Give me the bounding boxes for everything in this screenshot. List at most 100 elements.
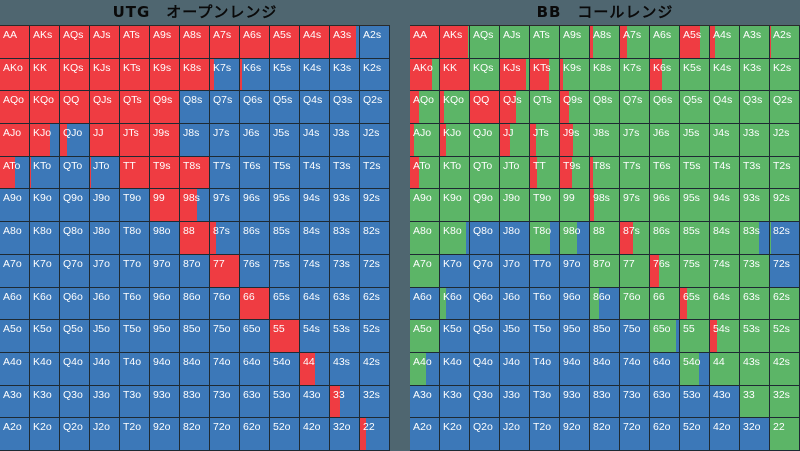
bb-hand-cell-85o[interactable]: 85o (590, 320, 620, 353)
bb-hand-cell-43s[interactable]: 43s (740, 352, 770, 386)
bb-hand-cell-A6o[interactable]: A6o (410, 287, 440, 321)
utg-hand-cell-96s[interactable]: 96s (240, 189, 270, 223)
utg-hand-cell-J3o[interactable]: J3o (90, 385, 120, 419)
bb-hand-cell-K5o[interactable]: K5o (440, 320, 470, 353)
bb-hand-cell-A9s[interactable]: A9s (560, 26, 590, 59)
utg-hand-cell-Q3s[interactable]: Q3s (330, 91, 360, 125)
bb-hand-cell-52o[interactable]: 52o (680, 418, 710, 451)
utg-hand-cell-KJo[interactable]: KJo (30, 124, 60, 157)
bb-hand-cell-QTs[interactable]: QTs (530, 91, 560, 125)
utg-hand-cell-T8s[interactable]: T8s (180, 156, 210, 190)
utg-hand-cell-J4s[interactable]: J4s (300, 124, 330, 157)
bb-hand-cell-33[interactable]: 33 (740, 385, 770, 419)
utg-hand-cell-T4o[interactable]: T4o (120, 352, 150, 386)
bb-hand-cell-K5s[interactable]: K5s (680, 58, 710, 92)
bb-hand-cell-Q7s[interactable]: Q7s (620, 91, 650, 125)
utg-hand-cell-Q2o[interactable]: Q2o (60, 418, 90, 451)
utg-hand-cell-K7o[interactable]: K7o (30, 254, 60, 288)
utg-hand-cell-J9o[interactable]: J9o (90, 189, 120, 223)
utg-hand-cell-AJs[interactable]: AJs (90, 26, 120, 59)
utg-hand-cell-65o[interactable]: 65o (240, 320, 270, 353)
bb-hand-cell-T9o[interactable]: T9o (530, 189, 560, 223)
bb-hand-cell-43o[interactable]: 43o (710, 385, 740, 419)
bb-hand-cell-97o[interactable]: 97o (560, 254, 590, 288)
bb-hand-cell-83s[interactable]: 83s (740, 222, 770, 255)
utg-hand-cell-33[interactable]: 33 (330, 385, 360, 419)
utg-hand-cell-43s[interactable]: 43s (330, 352, 360, 386)
utg-hand-cell-A9s[interactable]: A9s (150, 26, 180, 59)
bb-hand-cell-Q3o[interactable]: Q3o (470, 385, 500, 419)
utg-hand-cell-A2o[interactable]: A2o (0, 418, 30, 451)
bb-hand-cell-Q7o[interactable]: Q7o (470, 254, 500, 288)
utg-hand-cell-K5s[interactable]: K5s (270, 58, 300, 92)
bb-hand-cell-55[interactable]: 55 (680, 320, 710, 353)
bb-hand-cell-AKo[interactable]: AKo (410, 58, 440, 92)
bb-hand-cell-ATs[interactable]: ATs (530, 26, 560, 59)
utg-hand-cell-Q6s[interactable]: Q6s (240, 91, 270, 125)
bb-hand-cell-T8o[interactable]: T8o (530, 222, 560, 255)
bb-hand-cell-A3o[interactable]: A3o (410, 385, 440, 419)
utg-hand-cell-42s[interactable]: 42s (360, 352, 390, 386)
utg-hand-cell-72s[interactable]: 72s (360, 254, 390, 288)
utg-hand-cell-K8s[interactable]: K8s (180, 58, 210, 92)
utg-hand-cell-62o[interactable]: 62o (240, 418, 270, 451)
bb-hand-cell-J5s[interactable]: J5s (680, 124, 710, 157)
utg-hand-cell-J6s[interactable]: J6s (240, 124, 270, 157)
bb-hand-cell-83o[interactable]: 83o (590, 385, 620, 419)
utg-hand-cell-KQs[interactable]: KQs (60, 58, 90, 92)
bb-hand-cell-54s[interactable]: 54s (710, 320, 740, 353)
bb-hand-cell-76o[interactable]: 76o (620, 287, 650, 321)
utg-hand-cell-T2o[interactable]: T2o (120, 418, 150, 451)
utg-hand-cell-Q6o[interactable]: Q6o (60, 287, 90, 321)
bb-hand-cell-T4o[interactable]: T4o (530, 352, 560, 386)
utg-hand-cell-KTs[interactable]: KTs (120, 58, 150, 92)
bb-hand-cell-A9o[interactable]: A9o (410, 189, 440, 223)
bb-hand-cell-K7o[interactable]: K7o (440, 254, 470, 288)
bb-hand-cell-66[interactable]: 66 (650, 287, 680, 321)
bb-hand-cell-K4s[interactable]: K4s (710, 58, 740, 92)
utg-hand-cell-73s[interactable]: 73s (330, 254, 360, 288)
utg-hand-cell-AA[interactable]: AA (0, 26, 30, 59)
utg-hand-cell-Q9o[interactable]: Q9o (60, 189, 90, 223)
bb-hand-cell-K6s[interactable]: K6s (650, 58, 680, 92)
utg-hand-cell-A9o[interactable]: A9o (0, 189, 30, 223)
utg-hand-cell-84s[interactable]: 84s (300, 222, 330, 255)
bb-hand-cell-72o[interactable]: 72o (620, 418, 650, 451)
utg-hand-cell-Q3o[interactable]: Q3o (60, 385, 90, 419)
bb-hand-cell-A6s[interactable]: A6s (650, 26, 680, 59)
bb-hand-cell-98s[interactable]: 98s (590, 189, 620, 223)
utg-hand-cell-66[interactable]: 66 (240, 287, 270, 321)
bb-hand-cell-J4o[interactable]: J4o (500, 352, 530, 386)
bb-hand-cell-A8o[interactable]: A8o (410, 222, 440, 255)
bb-hand-cell-74o[interactable]: 74o (620, 352, 650, 386)
utg-hand-cell-QTs[interactable]: QTs (120, 91, 150, 125)
bb-hand-cell-K9s[interactable]: K9s (560, 58, 590, 92)
utg-hand-cell-32o[interactable]: 32o (330, 418, 360, 451)
bb-hand-cell-Q2s[interactable]: Q2s (770, 91, 800, 125)
utg-hand-cell-64o[interactable]: 64o (240, 352, 270, 386)
utg-hand-cell-T5s[interactable]: T5s (270, 156, 300, 190)
bb-hand-cell-T9s[interactable]: T9s (560, 156, 590, 190)
bb-hand-cell-T4s[interactable]: T4s (710, 156, 740, 190)
bb-hand-cell-T5s[interactable]: T5s (680, 156, 710, 190)
bb-hand-cell-73s[interactable]: 73s (740, 254, 770, 288)
bb-hand-cell-ATo[interactable]: ATo (410, 156, 440, 190)
utg-hand-cell-Q4s[interactable]: Q4s (300, 91, 330, 125)
utg-hand-cell-AQo[interactable]: AQo (0, 91, 30, 125)
bb-hand-cell-96s[interactable]: 96s (650, 189, 680, 223)
utg-hand-cell-83s[interactable]: 83s (330, 222, 360, 255)
bb-hand-cell-T3s[interactable]: T3s (740, 156, 770, 190)
bb-hand-cell-KJs[interactable]: KJs (500, 58, 530, 92)
utg-hand-cell-A5o[interactable]: A5o (0, 320, 30, 353)
bb-hand-cell-QQ[interactable]: QQ (470, 91, 500, 125)
utg-hand-cell-QJo[interactable]: QJo (60, 124, 90, 157)
utg-hand-cell-T2s[interactable]: T2s (360, 156, 390, 190)
bb-hand-cell-96o[interactable]: 96o (560, 287, 590, 321)
bb-hand-cell-95s[interactable]: 95s (680, 189, 710, 223)
bb-hand-cell-73o[interactable]: 73o (620, 385, 650, 419)
utg-hand-cell-JTo[interactable]: JTo (90, 156, 120, 190)
bb-hand-cell-J5o[interactable]: J5o (500, 320, 530, 353)
utg-hand-cell-84o[interactable]: 84o (180, 352, 210, 386)
bb-hand-cell-A3s[interactable]: A3s (740, 26, 770, 59)
bb-hand-cell-AQs[interactable]: AQs (470, 26, 500, 59)
